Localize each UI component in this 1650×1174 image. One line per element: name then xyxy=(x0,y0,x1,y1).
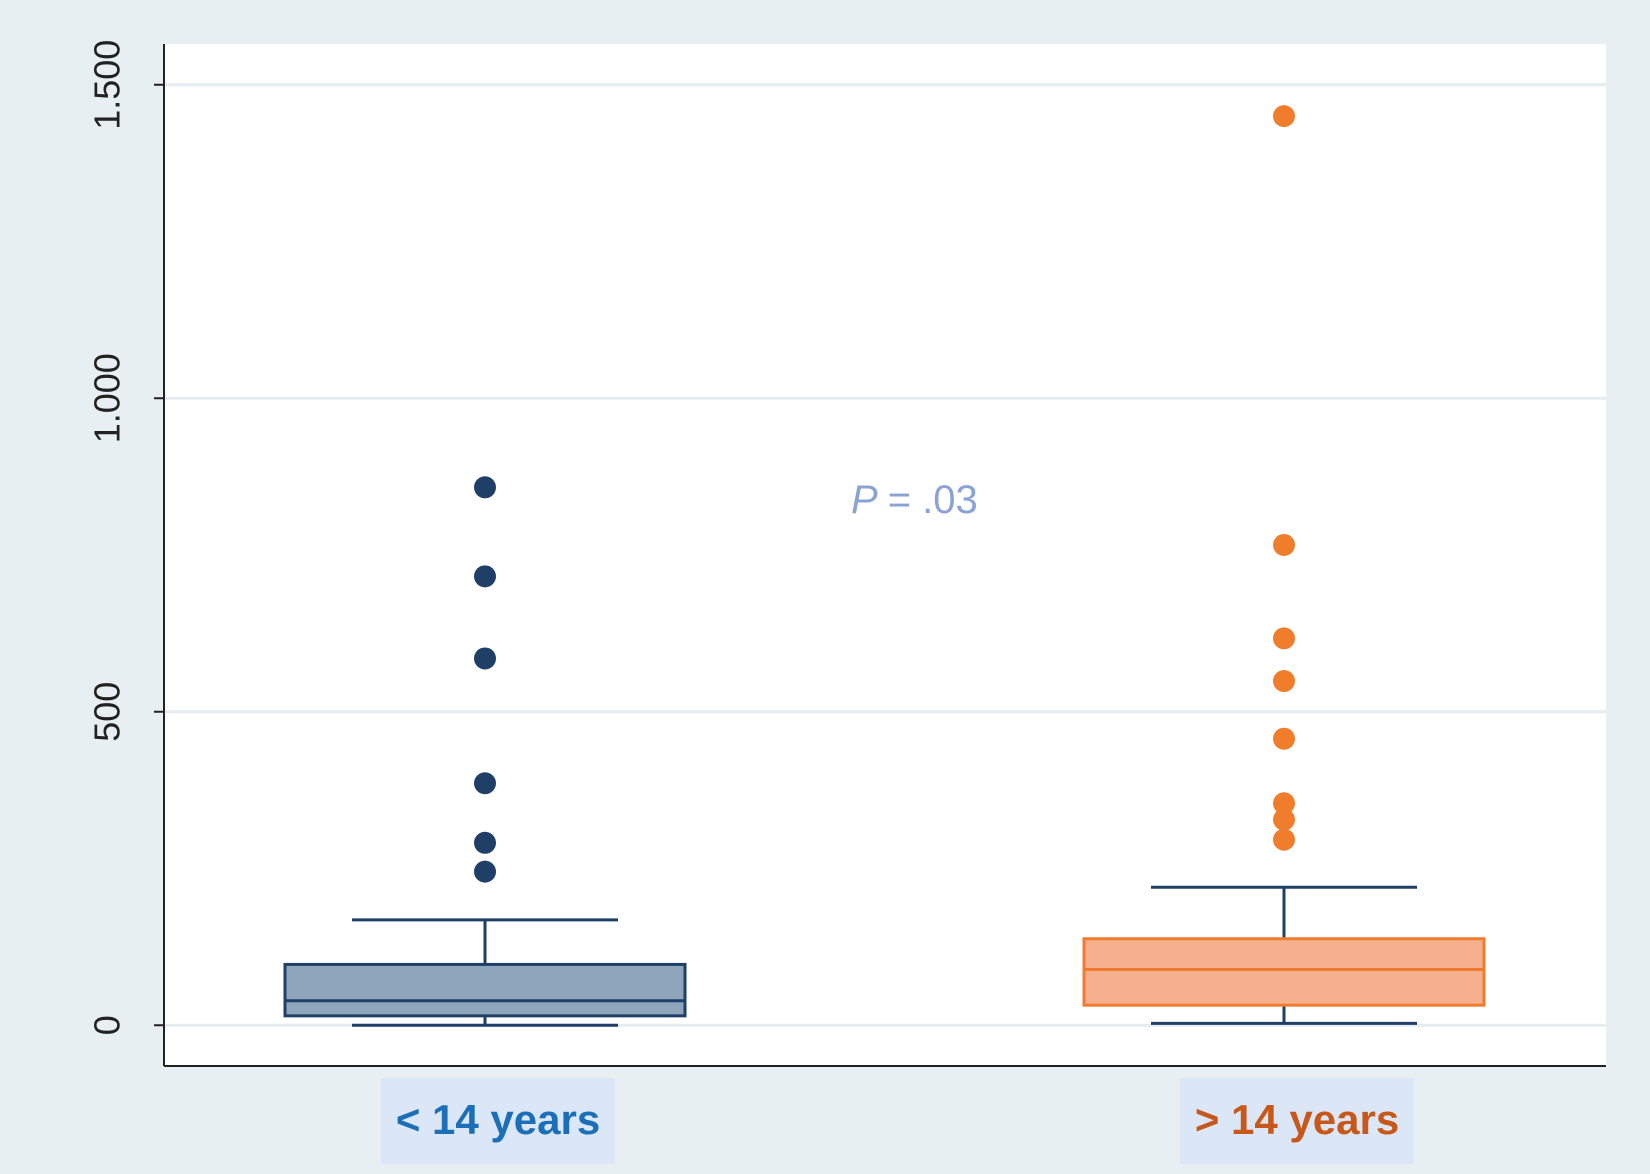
x-label-bg xyxy=(1180,1078,1414,1164)
y-tick-label: 500 xyxy=(87,682,128,742)
outlier xyxy=(1273,670,1295,693)
outlier xyxy=(1273,792,1295,815)
outlier xyxy=(474,831,496,854)
x-label-bg xyxy=(381,1078,615,1164)
y-tick-label: 1.000 xyxy=(87,353,128,443)
outlier xyxy=(474,565,496,588)
outlier xyxy=(1273,105,1295,128)
annotation-p: P xyxy=(851,478,878,522)
outlier xyxy=(1273,533,1295,556)
outlier xyxy=(1273,727,1295,750)
outlier xyxy=(474,647,496,670)
outlier xyxy=(474,860,496,883)
outlier xyxy=(474,772,496,795)
outlier xyxy=(1273,627,1295,650)
plot-area xyxy=(164,44,1606,1066)
outlier xyxy=(1273,808,1295,831)
outlier xyxy=(474,476,496,499)
x-tick-label: < 14 years xyxy=(396,1096,600,1143)
y-tick-label: 1.500 xyxy=(87,40,128,130)
annotation-value: = .03 xyxy=(888,478,978,522)
x-tick-label: > 14 years xyxy=(1195,1096,1399,1143)
y-tick-label: 0 xyxy=(87,1015,128,1035)
outlier xyxy=(1273,828,1295,851)
annotation: P = .03 xyxy=(851,478,978,522)
box xyxy=(283,962,687,1018)
box xyxy=(1082,937,1486,1007)
